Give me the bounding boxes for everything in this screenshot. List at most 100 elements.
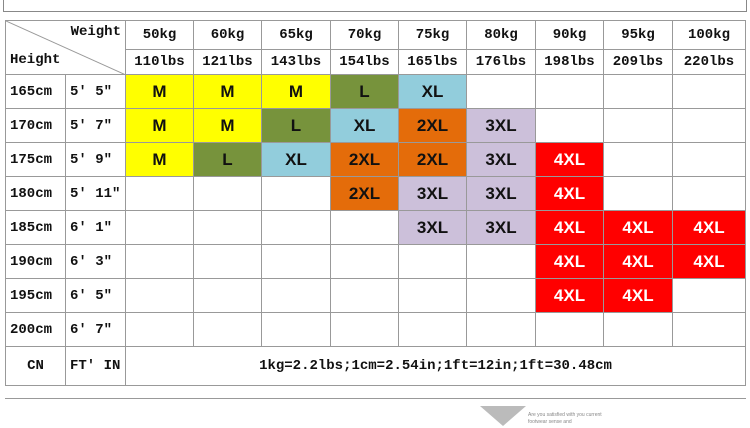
size-cell: 4XL <box>673 245 746 279</box>
height-cm: 170cm <box>6 109 66 143</box>
size-cell: 4XL <box>536 245 604 279</box>
empty-cell <box>467 313 536 347</box>
empty-cell <box>673 75 746 109</box>
size-cell: 2XL <box>399 143 467 177</box>
corner-cell: Weight Height <box>6 21 126 75</box>
empty-cell <box>604 75 673 109</box>
empty-cell <box>262 313 331 347</box>
size-cell: 4XL <box>604 245 673 279</box>
kg-header: 60kg <box>194 21 262 50</box>
size-cell: 4XL <box>673 211 746 245</box>
height-cm: 165cm <box>6 75 66 109</box>
size-cell: 4XL <box>536 279 604 313</box>
empty-cell <box>399 245 467 279</box>
kg-header: 65kg <box>262 21 331 50</box>
empty-cell <box>536 75 604 109</box>
triangle-icon <box>480 406 526 426</box>
kg-header: 50kg <box>126 21 194 50</box>
empty-cell <box>331 313 399 347</box>
size-cell: 4XL <box>604 279 673 313</box>
empty-cell <box>673 177 746 211</box>
diagonal <box>6 21 126 75</box>
size-cell: 3XL <box>399 177 467 211</box>
empty-cell <box>467 279 536 313</box>
empty-cell <box>536 313 604 347</box>
size-table: Weight Height 50kg 110lbs 60kg 121lbs 65kg 143l… <box>5 20 746 386</box>
height-cm: 180cm <box>6 177 66 211</box>
lbs-header: 165lbs <box>399 50 467 75</box>
size-cell: L <box>194 143 262 177</box>
empty-cell <box>604 109 673 143</box>
height-cm: 200cm <box>6 313 66 347</box>
kg-header: 75kg <box>399 21 467 50</box>
empty-cell <box>262 177 331 211</box>
kg-header: 70kg <box>331 21 399 50</box>
empty-cell <box>194 245 262 279</box>
empty-cell <box>126 279 194 313</box>
empty-cell <box>126 245 194 279</box>
size-cell: M <box>126 75 194 109</box>
footer-cn: CN <box>6 347 66 386</box>
height-cm: 185cm <box>6 211 66 245</box>
lbs-header: 154lbs <box>331 50 399 75</box>
lbs-header: 176lbs <box>467 50 536 75</box>
lbs-header: 121lbs <box>194 50 262 75</box>
size-cell: 4XL <box>536 211 604 245</box>
size-cell: 4XL <box>536 143 604 177</box>
lbs-header: 143lbs <box>262 50 331 75</box>
size-cell: 2XL <box>399 109 467 143</box>
height-ft: 5' 7" <box>66 109 126 143</box>
empty-cell <box>673 143 746 177</box>
lbs-header: 209lbs <box>604 50 673 75</box>
height-cm: 195cm <box>6 279 66 313</box>
empty-cell <box>262 279 331 313</box>
empty-cell <box>194 211 262 245</box>
size-cell: 4XL <box>536 177 604 211</box>
empty-cell <box>399 313 467 347</box>
height-ft: 5' 5" <box>66 75 126 109</box>
size-cell: M <box>194 109 262 143</box>
kg-header: 100kg <box>673 21 746 50</box>
size-cell: M <box>262 75 331 109</box>
size-cell: XL <box>262 143 331 177</box>
empty-cell <box>194 279 262 313</box>
kg-header: 80kg <box>467 21 536 50</box>
size-cell: 2XL <box>331 177 399 211</box>
size-cell: L <box>331 75 399 109</box>
height-cm: 175cm <box>6 143 66 177</box>
lbs-header: 220lbs <box>673 50 746 75</box>
lbs-header: 198lbs <box>536 50 604 75</box>
empty-cell <box>126 177 194 211</box>
size-cell: M <box>126 109 194 143</box>
empty-cell <box>673 279 746 313</box>
height-cm: 190cm <box>6 245 66 279</box>
empty-cell <box>331 279 399 313</box>
empty-cell <box>467 245 536 279</box>
empty-cell <box>331 245 399 279</box>
weight-label: Weight <box>70 24 121 40</box>
empty-cell <box>262 211 331 245</box>
conversion-note: 1kg=2.2lbs;1cm=2.54in;1ft=12in;1ft=30.48… <box>126 347 746 386</box>
kg-header: 90kg <box>536 21 604 50</box>
footer-ft-in: FT' IN <box>66 347 126 386</box>
size-cell: L <box>262 109 331 143</box>
height-ft: 6' 5" <box>66 279 126 313</box>
empty-cell <box>604 313 673 347</box>
size-cell: 3XL <box>467 177 536 211</box>
empty-cell <box>399 279 467 313</box>
height-ft: 5' 11" <box>66 177 126 211</box>
size-cell: 4XL <box>604 211 673 245</box>
empty-cell <box>126 211 194 245</box>
empty-cell <box>331 211 399 245</box>
empty-cell <box>262 245 331 279</box>
size-cell: 3XL <box>467 143 536 177</box>
size-cell: 3XL <box>467 109 536 143</box>
empty-cell <box>673 109 746 143</box>
empty-cell <box>467 75 536 109</box>
height-label: Height <box>10 52 61 68</box>
size-cell: 3XL <box>467 211 536 245</box>
empty-cell <box>536 109 604 143</box>
empty-cell <box>194 177 262 211</box>
height-ft: 6' 3" <box>66 245 126 279</box>
size-cell: XL <box>331 109 399 143</box>
